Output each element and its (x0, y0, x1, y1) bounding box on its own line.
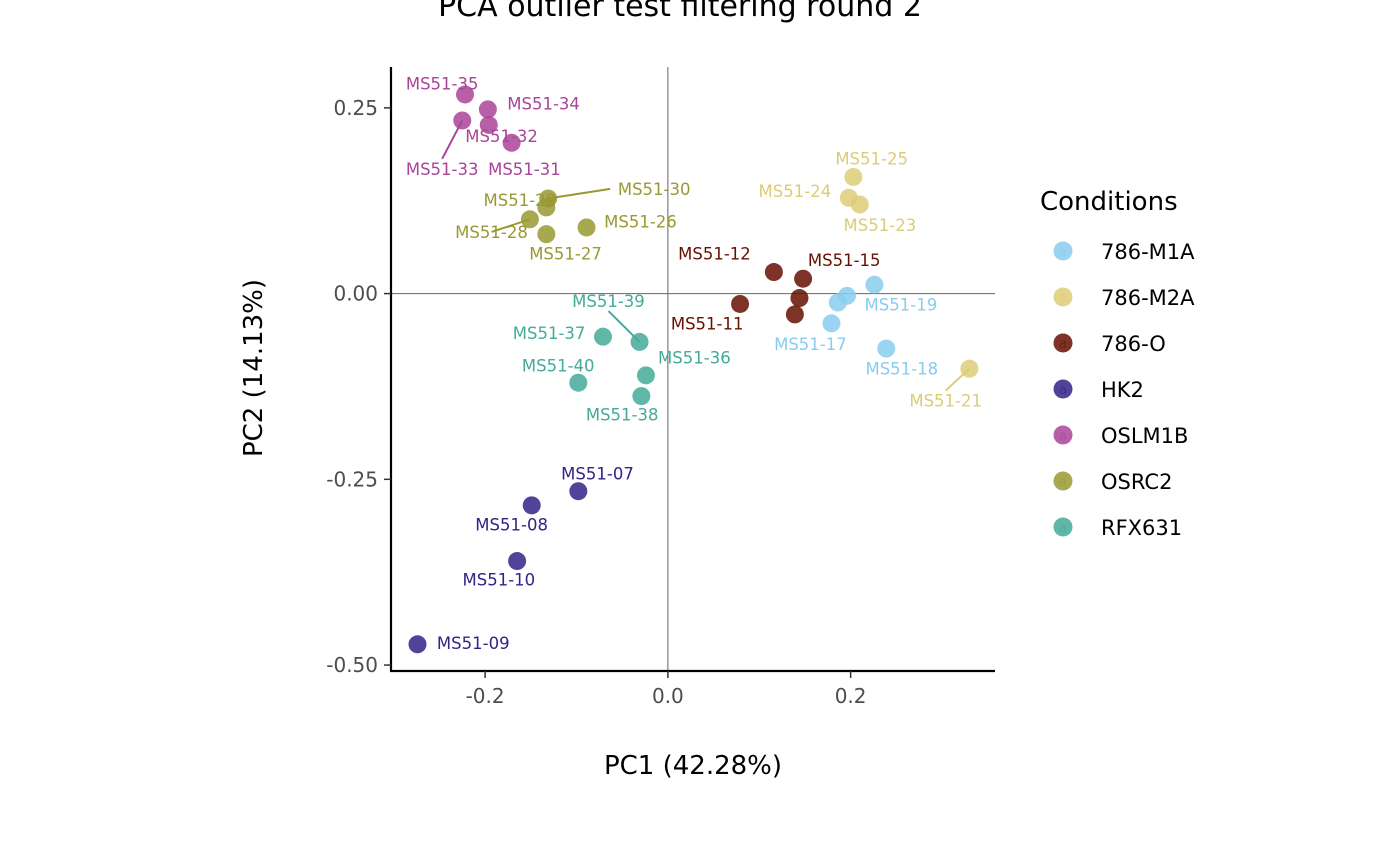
y-tick-label: -0.25 (326, 467, 378, 491)
y-tick-label: 0.00 (333, 282, 378, 306)
point-label: MS51-09 (437, 634, 510, 653)
point-label: MS51-18 (865, 360, 938, 379)
point-label: MS51-33 (406, 160, 479, 179)
legend-key-letter: a (1059, 291, 1067, 306)
data-point (522, 496, 541, 515)
x-tick-label: 0.0 (652, 684, 684, 708)
legend-label: RFX631 (1101, 516, 1182, 540)
point-label: MS51-08 (475, 516, 548, 535)
data-point (479, 115, 498, 134)
legend-key (1053, 471, 1073, 491)
legend-label: 786-M2A (1101, 286, 1195, 310)
legend-key-letter: a (1059, 337, 1067, 352)
point-label: MS51-28 (455, 223, 528, 242)
label-leader-line (548, 187, 611, 200)
legend-key-letter: a (1059, 245, 1067, 260)
point-label: MS51-31 (488, 160, 561, 179)
legend-key (1053, 241, 1073, 261)
x-tick-label: -0.2 (466, 684, 505, 708)
data-point (764, 263, 783, 282)
legend-key-letter: a (1059, 429, 1067, 444)
data-point (456, 85, 475, 104)
data-point (636, 366, 655, 385)
point-label: MS51-11 (671, 314, 744, 333)
legend-title: Conditions (1040, 187, 1178, 217)
point-label: MS51-29 (484, 191, 557, 210)
point-label: MS51-27 (529, 244, 602, 263)
point-label: MS51-25 (835, 149, 908, 168)
data-point (865, 275, 884, 294)
point-label: MS51-36 (658, 348, 731, 367)
legend-key-letter: a (1059, 521, 1067, 536)
data-point (593, 327, 612, 346)
y-axis-label: PC2 (14.13%) (239, 279, 269, 457)
data-point (822, 314, 841, 333)
point-label: MS51-39 (572, 292, 645, 311)
legend-key (1053, 425, 1073, 445)
data-point (790, 289, 809, 308)
legend-label: 786-O (1101, 332, 1166, 356)
legend-key-letter: a (1059, 383, 1067, 398)
legend-key (1053, 287, 1073, 307)
legend-key-letter: a (1059, 475, 1067, 490)
legend-key (1053, 517, 1073, 537)
point-label: MS51-37 (513, 324, 586, 343)
legend-key (1053, 333, 1073, 353)
point-label: MS51-40 (522, 357, 595, 376)
data-point (569, 482, 588, 501)
data-point (794, 269, 813, 288)
x-axis-label: PC1 (42.28%) (604, 751, 782, 781)
point-label: MS51-10 (462, 571, 535, 590)
x-tick-label: 0.2 (835, 684, 867, 708)
data-point (785, 305, 804, 324)
legend-label: OSLM1B (1101, 424, 1188, 448)
plot-area: -0.2 0.0 0.2 -0.50 -0.25 0.00 0.25 MS51-19 MS51… (326, 67, 995, 708)
data-point (453, 111, 472, 130)
data-point (632, 387, 651, 406)
data-point (828, 293, 847, 312)
point-label: MS51-35 (406, 74, 479, 93)
data-point (502, 133, 521, 152)
point-label: MS51-07 (561, 464, 634, 483)
point-label: MS51-30 (618, 180, 691, 199)
point-label: MS51-38 (586, 406, 659, 425)
legend-label: OSRC2 (1101, 470, 1172, 494)
data-point (844, 167, 863, 186)
data-point (408, 635, 427, 654)
data-point (960, 359, 979, 378)
y-tick-label: 0.25 (333, 96, 378, 120)
point-label: MS51-34 (507, 94, 580, 113)
point-label: MS51-17 (774, 335, 847, 354)
point-label: MS51-26 (604, 213, 677, 232)
legend-label: HK2 (1101, 378, 1144, 402)
legend-label: 786-M1A (1101, 240, 1195, 264)
point-label: MS51-21 (909, 392, 982, 411)
data-point (877, 339, 896, 358)
data-point (520, 210, 539, 229)
point-label: MS51-23 (844, 216, 917, 235)
point-label: MS51-15 (808, 251, 881, 270)
point-label: MS51-19 (865, 296, 938, 315)
y-tick-label: -0.50 (326, 653, 378, 677)
data-point (731, 294, 750, 313)
legend-key (1053, 379, 1073, 399)
data-point (577, 218, 596, 237)
point-label: MS51-12 (678, 244, 751, 263)
data-point (850, 195, 869, 214)
chart-title: PCA outlier test filtering round 2 (438, 0, 922, 24)
data-point (508, 552, 527, 571)
data-point (478, 100, 497, 119)
data-point (537, 225, 556, 244)
data-point (630, 332, 649, 351)
legend: Conditions a 786-M1A a 786-M2A a 786-O a HK2 a OS… (1040, 187, 1195, 540)
data-point (537, 198, 556, 217)
point-label: MS51-24 (759, 182, 832, 201)
point-label: MS51-32 (465, 127, 538, 146)
data-point (569, 373, 588, 392)
